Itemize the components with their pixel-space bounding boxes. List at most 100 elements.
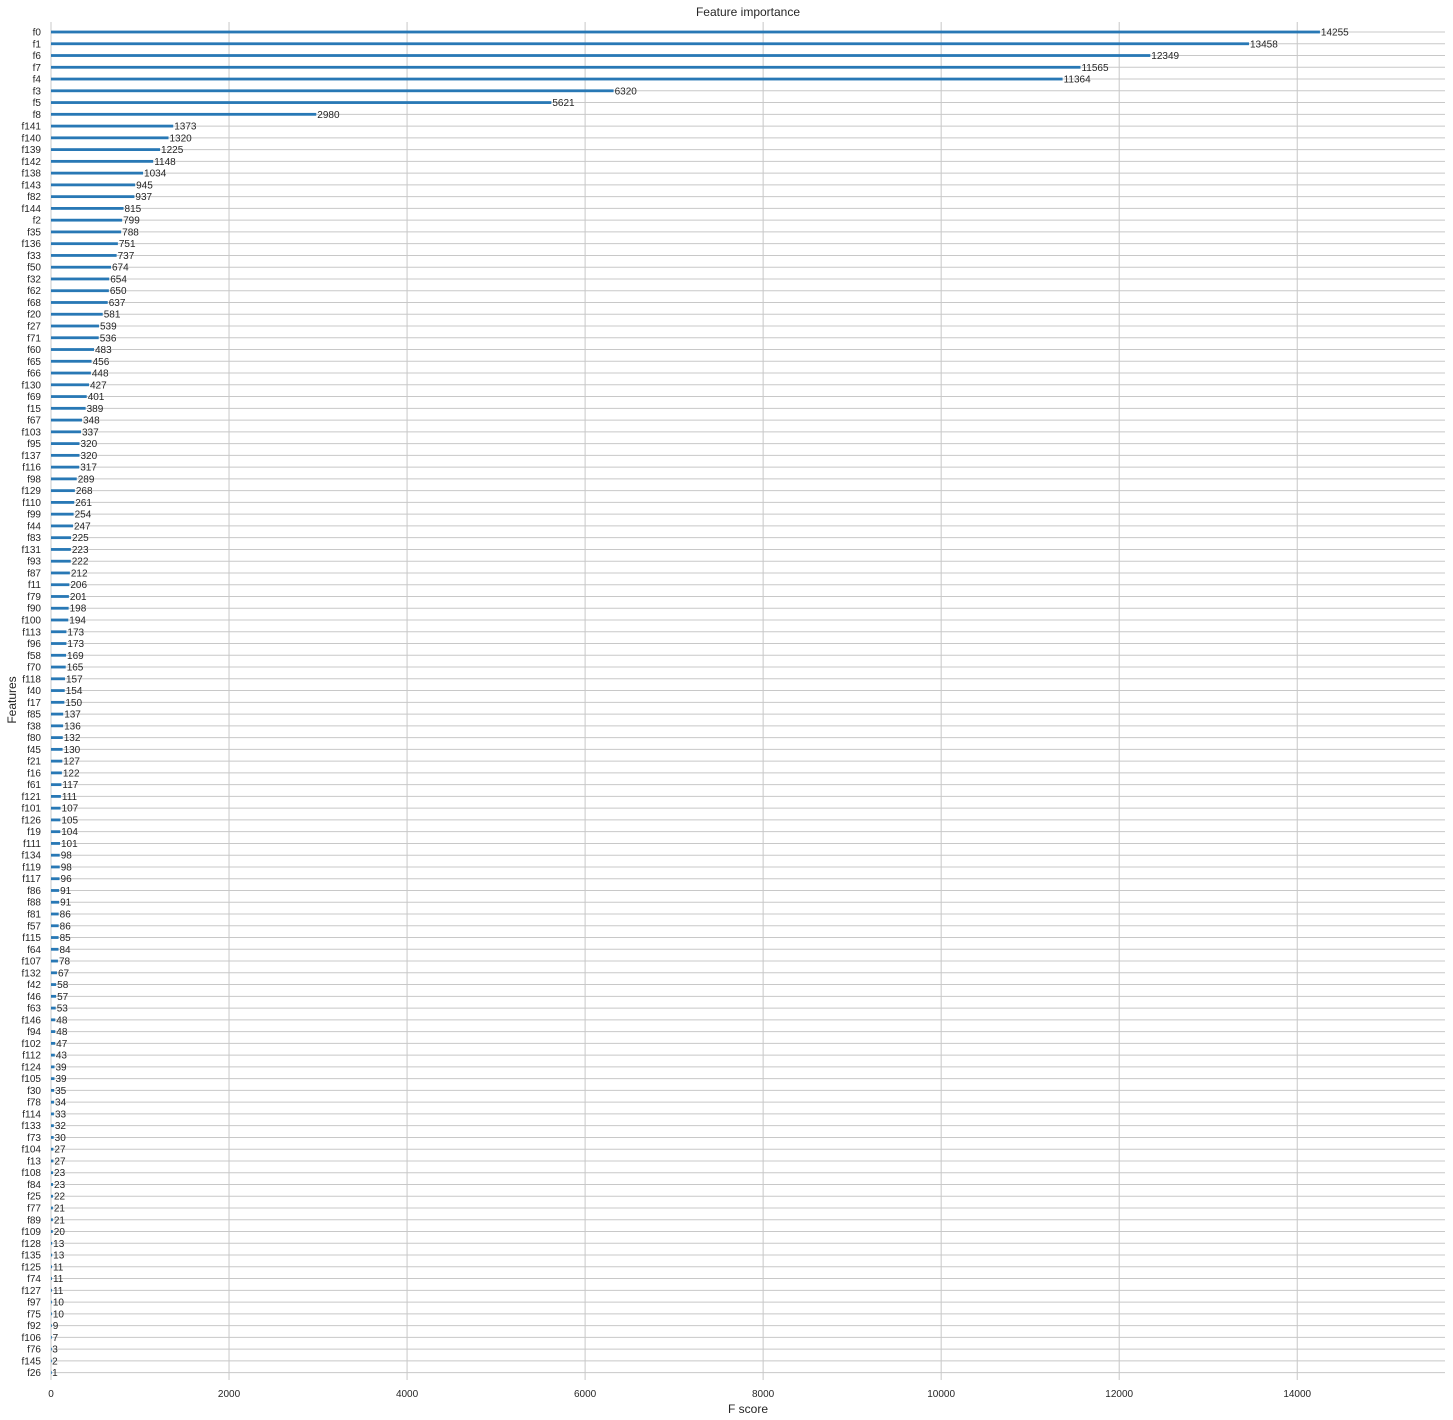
bar-f79 [51, 595, 69, 598]
value-label-f121: 111 [62, 792, 78, 803]
bar-f3 [51, 89, 614, 93]
value-label-f44: 247 [74, 521, 91, 532]
y-tick-label-f124: f124 [22, 1062, 42, 1073]
y-tick-label-f129: f129 [22, 486, 42, 497]
value-label-f76: 3 [52, 1345, 58, 1356]
y-tick-label-f87: f87 [27, 568, 41, 579]
bar-f113 [51, 630, 67, 634]
value-label-f77: 21 [54, 1204, 66, 1215]
y-tick-label-f145: f145 [22, 1356, 42, 1367]
y-tick-label-f101: f101 [22, 804, 42, 815]
y-tick-label-f142: f142 [22, 157, 42, 168]
y-tick-label-f125: f125 [22, 1262, 42, 1273]
y-tick-label-f104: f104 [22, 1145, 42, 1156]
value-label-f94: 48 [56, 1027, 68, 1038]
bar-f145 [51, 1359, 52, 1363]
value-label-f13: 27 [54, 1156, 66, 1167]
y-tick-label-f85: f85 [27, 710, 41, 721]
y-tick-label-f110: f110 [22, 498, 41, 509]
value-label-f100: 194 [69, 616, 86, 627]
bar-f44 [51, 524, 73, 528]
bar-f93 [51, 559, 71, 563]
y-tick-label-f26: f26 [27, 1368, 41, 1379]
y-tick-label-f3: f3 [33, 86, 42, 97]
value-label-f132: 67 [58, 968, 70, 979]
value-label-f66: 448 [92, 369, 109, 380]
value-label-f131: 223 [72, 545, 89, 556]
bar-f141 [51, 124, 174, 128]
value-label-f46: 57 [57, 992, 69, 1003]
bar-f76 [51, 1347, 52, 1351]
value-label-f69: 401 [88, 392, 105, 403]
y-tick-label-f128: f128 [22, 1239, 42, 1250]
y-tick-label-f89: f89 [27, 1215, 41, 1226]
y-tick-label-f8: f8 [33, 110, 42, 121]
value-label-f114: 33 [55, 1109, 67, 1120]
value-label-f144: 815 [125, 204, 142, 215]
y-tick-label-f42: f42 [27, 980, 41, 991]
bar-f85 [51, 712, 64, 716]
y-tick-label-f146: f146 [22, 1015, 42, 1026]
y-tick-label-f84: f84 [27, 1180, 41, 1191]
value-label-f73: 30 [55, 1133, 67, 1144]
bar-f15 [51, 406, 86, 410]
value-label-f45: 130 [64, 745, 81, 756]
value-label-f125: 11 [53, 1262, 64, 1273]
value-label-f0: 14255 [1321, 28, 1349, 39]
y-tick-label-f20: f20 [27, 310, 41, 321]
value-label-f86: 91 [60, 886, 72, 897]
value-label-f110: 261 [75, 498, 92, 509]
bar-f128 [51, 1241, 53, 1245]
bar-f121 [51, 795, 61, 798]
y-tick-label-f137: f137 [22, 451, 42, 462]
bar-f38 [51, 724, 64, 728]
value-label-f113: 173 [67, 627, 84, 638]
y-tick-label-f70: f70 [27, 663, 41, 674]
value-label-f33: 737 [118, 251, 135, 262]
bar-f94 [51, 1030, 56, 1033]
y-tick-label-f106: f106 [22, 1333, 42, 1344]
y-tick-label-f127: f127 [22, 1286, 42, 1297]
y-tick-label-f111: f111 [23, 839, 41, 850]
value-label-f57: 86 [60, 921, 72, 932]
bar-f138 [51, 171, 144, 175]
y-tick-label-f133: f133 [22, 1121, 42, 1132]
value-label-f19: 104 [61, 827, 78, 838]
bar-f40 [51, 689, 65, 692]
bar-f146 [51, 1018, 56, 1022]
y-tick-label-f62: f62 [27, 286, 41, 297]
bar-f0 [51, 30, 1320, 34]
bar-f75 [51, 1312, 52, 1316]
bar-f42 [51, 983, 57, 986]
y-tick-label-f86: f86 [27, 886, 41, 897]
bar-f89 [51, 1218, 53, 1222]
value-label-f102: 47 [56, 1039, 68, 1050]
bar-f105 [51, 1077, 55, 1081]
bar-f66 [51, 371, 91, 375]
bar-f61 [51, 783, 62, 787]
value-label-f146: 48 [56, 1015, 68, 1026]
bar-f80 [51, 736, 63, 739]
bar-f65 [51, 359, 92, 363]
bar-f8 [51, 112, 317, 116]
bar-f112 [51, 1053, 55, 1057]
y-tick-label-f71: f71 [27, 333, 41, 344]
bar-f90 [51, 606, 69, 610]
value-label-f4: 11364 [1064, 75, 1092, 86]
value-label-f107: 78 [59, 957, 71, 968]
bar-f20 [51, 312, 103, 316]
value-label-f82: 937 [135, 192, 152, 203]
bar-f21 [51, 759, 63, 763]
value-label-f7: 11565 [1081, 63, 1109, 74]
bar-f25 [51, 1194, 53, 1198]
bar-f99 [51, 512, 74, 516]
y-tick-label-f96: f96 [27, 639, 41, 650]
value-label-f137: 320 [80, 451, 97, 462]
y-tick-label-f2: f2 [33, 216, 42, 227]
bar-f30 [51, 1089, 55, 1092]
value-label-f38: 136 [64, 721, 81, 732]
grid-lines [50, 22, 1445, 1380]
value-label-f62: 650 [110, 286, 127, 297]
bar-f111 [51, 842, 60, 845]
bar-f114 [51, 1112, 54, 1116]
